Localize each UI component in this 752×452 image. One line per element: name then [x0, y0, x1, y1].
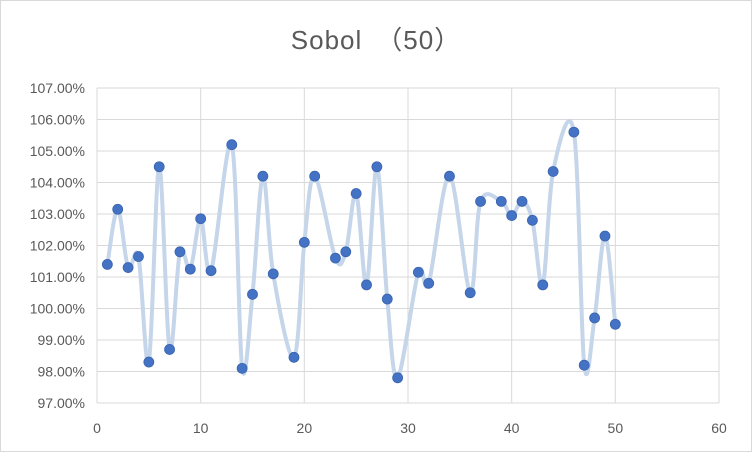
x-tick-label: 40: [504, 420, 520, 436]
y-tick-label: 105.00%: [30, 143, 85, 159]
data-point: [184, 263, 196, 275]
y-tick-label: 103.00%: [30, 206, 85, 222]
y-axis-ticks: 97.00% 98.00% 99.00% 100.00% 101.00% 102.00% 1…: [30, 80, 85, 411]
data-point: [609, 318, 621, 330]
data-point: [330, 252, 341, 264]
data-point: [516, 195, 528, 207]
x-tick-label: 10: [193, 420, 209, 436]
data-point: [568, 126, 580, 138]
data-point: [506, 210, 518, 221]
x-axis-ticks: 0 10 20 30 40 50 60: [93, 420, 727, 436]
data-point: [495, 195, 507, 207]
data-point: [143, 356, 155, 368]
x-tick-label: 0: [93, 420, 101, 436]
y-tick-label: 97.00%: [38, 395, 85, 411]
x-tick-label: 30: [400, 420, 416, 436]
data-point: [527, 214, 538, 226]
data-point: [464, 287, 476, 299]
data-point: [340, 246, 352, 258]
data-point: [444, 170, 455, 182]
data-point: [371, 161, 383, 173]
data-point: [547, 166, 559, 177]
y-tick-label: 99.00%: [38, 332, 85, 348]
data-point: [226, 139, 238, 151]
data-point: [599, 230, 611, 242]
y-tick-label: 102.00%: [30, 238, 85, 254]
data-point: [247, 288, 258, 300]
data-point: [164, 344, 175, 355]
data-point: [412, 266, 424, 278]
data-point: [257, 170, 269, 182]
y-tick-label: 106.00%: [30, 112, 85, 128]
data-point: [174, 246, 186, 258]
series-points-layer: [101, 126, 621, 384]
x-tick-label: 60: [711, 420, 727, 436]
data-point: [236, 362, 248, 374]
data-point: [392, 372, 404, 384]
data-point: [475, 195, 486, 207]
data-point: [361, 279, 372, 291]
data-point: [298, 236, 310, 248]
data-point: [381, 293, 393, 305]
x-tick-label: 50: [608, 420, 624, 436]
y-tick-label: 98.00%: [38, 364, 85, 380]
grid-layer: [96, 87, 720, 404]
y-tick-label: 104.00%: [30, 175, 85, 191]
data-point: [537, 279, 549, 291]
series-line-layer: [105, 119, 618, 380]
data-point: [112, 203, 124, 215]
x-tick-label: 20: [297, 420, 313, 436]
data-point: [589, 312, 600, 324]
y-tick-label: 107.00%: [30, 80, 85, 96]
data-point: [153, 161, 165, 173]
data-point: [122, 262, 134, 273]
data-point: [205, 265, 217, 277]
y-tick-label: 101.00%: [30, 269, 85, 285]
data-point: [423, 277, 435, 289]
data-point: [133, 251, 144, 262]
chart-title: Sobol （50）: [290, 25, 462, 55]
data-point: [288, 351, 300, 363]
data-point: [267, 268, 279, 280]
data-point: [101, 258, 113, 270]
data-point: [195, 213, 207, 225]
data-point: [350, 188, 362, 199]
series-line: [105, 119, 618, 380]
data-point: [309, 170, 321, 182]
data-point: [578, 359, 590, 371]
y-tick-label: 100.00%: [30, 301, 85, 317]
